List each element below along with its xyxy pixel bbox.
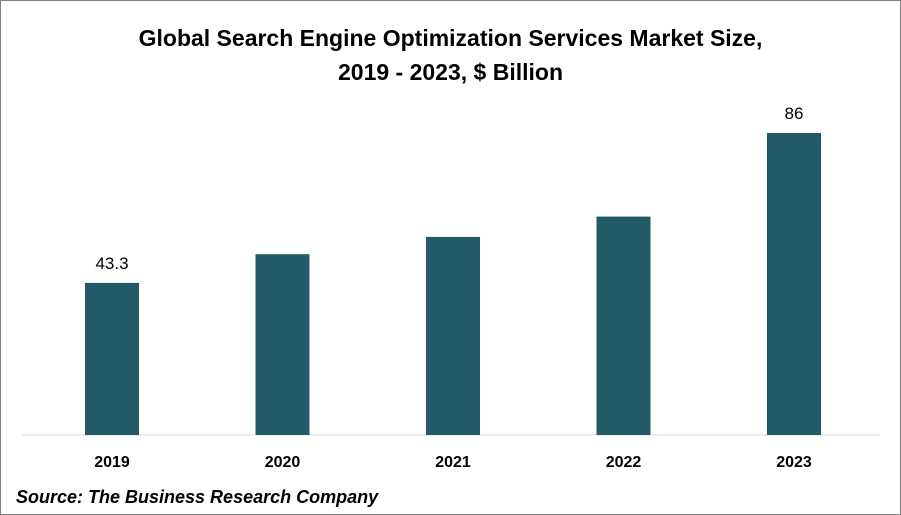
data-label-2023: 86 [785, 104, 804, 123]
x-tick-label-2019: 2019 [94, 454, 130, 471]
bar-2019 [85, 282, 139, 435]
bar-2020 [255, 254, 310, 435]
bar-2021 [426, 236, 480, 435]
chart-title-line-2: 2019 - 2023, $ Billion [337, 59, 563, 85]
chart-title-line-1: Global Search Engine Optimization Servic… [138, 25, 763, 51]
chart-title: Global Search Engine Optimization Servic… [1, 21, 900, 89]
bar-2023 [767, 133, 821, 435]
x-tick-label-2021: 2021 [435, 454, 471, 471]
bar-2022 [596, 216, 651, 435]
data-label-2019: 43.3 [95, 254, 128, 273]
x-tick-label-2023: 2023 [776, 454, 812, 471]
x-tick-label-2022: 2022 [606, 454, 642, 471]
source-note: Source: The Business Research Company [16, 487, 379, 507]
x-tick-label-2020: 2020 [265, 454, 301, 471]
